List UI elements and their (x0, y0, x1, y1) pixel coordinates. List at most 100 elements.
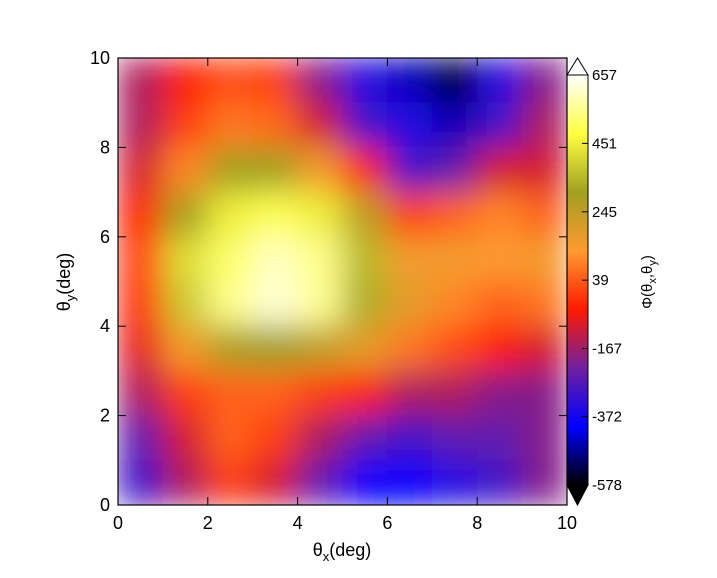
heatmap-cell (386, 236, 433, 282)
x-tick-label: 2 (203, 513, 213, 533)
heatmap-cell (431, 370, 478, 417)
heatmap-cell (162, 191, 209, 238)
heatmap-cell (252, 325, 299, 372)
heatmap-cell (297, 415, 343, 461)
heatmap-cell (342, 146, 388, 193)
label-part: (deg) (329, 540, 371, 560)
heatmap-cell (162, 58, 209, 104)
colorbar: Φ(θx,θy) 657 451 245 39 -167 -372 -578 (566, 57, 659, 507)
heatmap-cell (521, 58, 567, 104)
heatmap-cell (521, 281, 567, 327)
heatmap-cell (162, 281, 209, 327)
x-tick-label: 10 (557, 513, 577, 533)
heatmap-cell (162, 146, 209, 193)
heatmap-cell (476, 146, 523, 193)
heatmap-cell (118, 146, 164, 193)
heatmap-cell (297, 191, 343, 238)
heatmap-cell (207, 58, 254, 104)
heatmap-cell (431, 281, 478, 327)
heatmap-cell (252, 146, 299, 193)
heatmap-cell (476, 459, 523, 505)
heatmap-cell (386, 58, 433, 104)
label-part: x (323, 549, 330, 564)
heatmap-cell (162, 236, 209, 282)
heatmap-cell (162, 370, 209, 417)
y-tick-label: 8 (100, 137, 110, 157)
heatmap-cell (476, 236, 523, 282)
heatmap-cell (521, 102, 567, 148)
heatmap-cell (252, 415, 299, 461)
heatmap-cell (386, 325, 433, 372)
heatmap-cell (252, 191, 299, 238)
label-part: θ (54, 301, 74, 311)
x-axis-label: θx(deg) (313, 540, 372, 564)
heatmap-cell (118, 58, 164, 104)
colorbar-tick-label: 451 (592, 135, 617, 152)
heatmap-cell (342, 415, 388, 461)
heatmap-cell (521, 415, 567, 461)
label-part: ,θ (639, 266, 656, 279)
y-tick-label: 4 (100, 316, 110, 336)
heatmap-cell (252, 370, 299, 417)
heatmap-cell (252, 102, 299, 148)
x-tick-label: 6 (382, 513, 392, 533)
heatmap-cell (521, 236, 567, 282)
heatmap-cell (297, 236, 343, 282)
heatmap-cell (431, 146, 478, 193)
heatmap-cell (386, 102, 433, 148)
colorbar-tick-label: 657 (592, 67, 617, 84)
heatmap-cell (297, 58, 343, 104)
heatmap-cell (431, 58, 478, 104)
heatmap-cell (207, 415, 254, 461)
heatmap-cell (118, 415, 164, 461)
label-part: Φ(θ (639, 284, 656, 309)
colorbar-max-arrow (566, 57, 589, 76)
heatmap-cell (207, 325, 254, 372)
heatmap-cell (118, 236, 164, 282)
heatmap-cell (297, 146, 343, 193)
label-part: ) (639, 255, 656, 260)
label-part: (deg) (54, 253, 74, 295)
heatmap-cell (252, 58, 299, 104)
heatmap-cell (431, 236, 478, 282)
heatmap-cell (476, 281, 523, 327)
colorbar-min-arrow (566, 484, 589, 507)
heatmap-cell (521, 459, 567, 505)
heatmap-cell (386, 191, 433, 238)
heatmap-cell (118, 102, 164, 148)
plot-frame (117, 57, 568, 506)
colorbar-tick-label: 245 (592, 204, 617, 221)
heatmap-cell (207, 236, 254, 282)
heatmap-cell (297, 459, 343, 505)
colorbar-tick-label: -372 (592, 409, 622, 426)
heatmap-cell (118, 370, 164, 417)
heatmap-cell (162, 325, 209, 372)
heatmap-cell (342, 191, 388, 238)
heatmap-cell (476, 191, 523, 238)
x-tick-label: 0 (113, 513, 123, 533)
heatmap-cell (431, 325, 478, 372)
heatmap-cell (476, 102, 523, 148)
heatmap-cell (476, 325, 523, 372)
y-axis-label: θy(deg) (54, 253, 78, 312)
heatmap (118, 58, 567, 505)
heatmap-cell (342, 459, 388, 505)
heatmap-cell (207, 191, 254, 238)
x-tick-label: 8 (472, 513, 482, 533)
heatmap-cell (342, 325, 388, 372)
heatmap-cell (207, 459, 254, 505)
heatmap-cell (118, 459, 164, 505)
heatmap-cell (207, 146, 254, 193)
colorbar-label: Φ(θx,θy) (639, 255, 659, 309)
heatmap-cell (521, 325, 567, 372)
heatmap-cell (431, 459, 478, 505)
label-part: y (63, 294, 78, 301)
heatmap-cell (386, 146, 433, 193)
colorbar-tick-label: -578 (592, 477, 622, 494)
heatmap-cell (342, 281, 388, 327)
heatmap-cell (207, 370, 254, 417)
heatmap-cell (252, 281, 299, 327)
heatmap-cell (476, 370, 523, 417)
heatmap-cell (386, 281, 433, 327)
